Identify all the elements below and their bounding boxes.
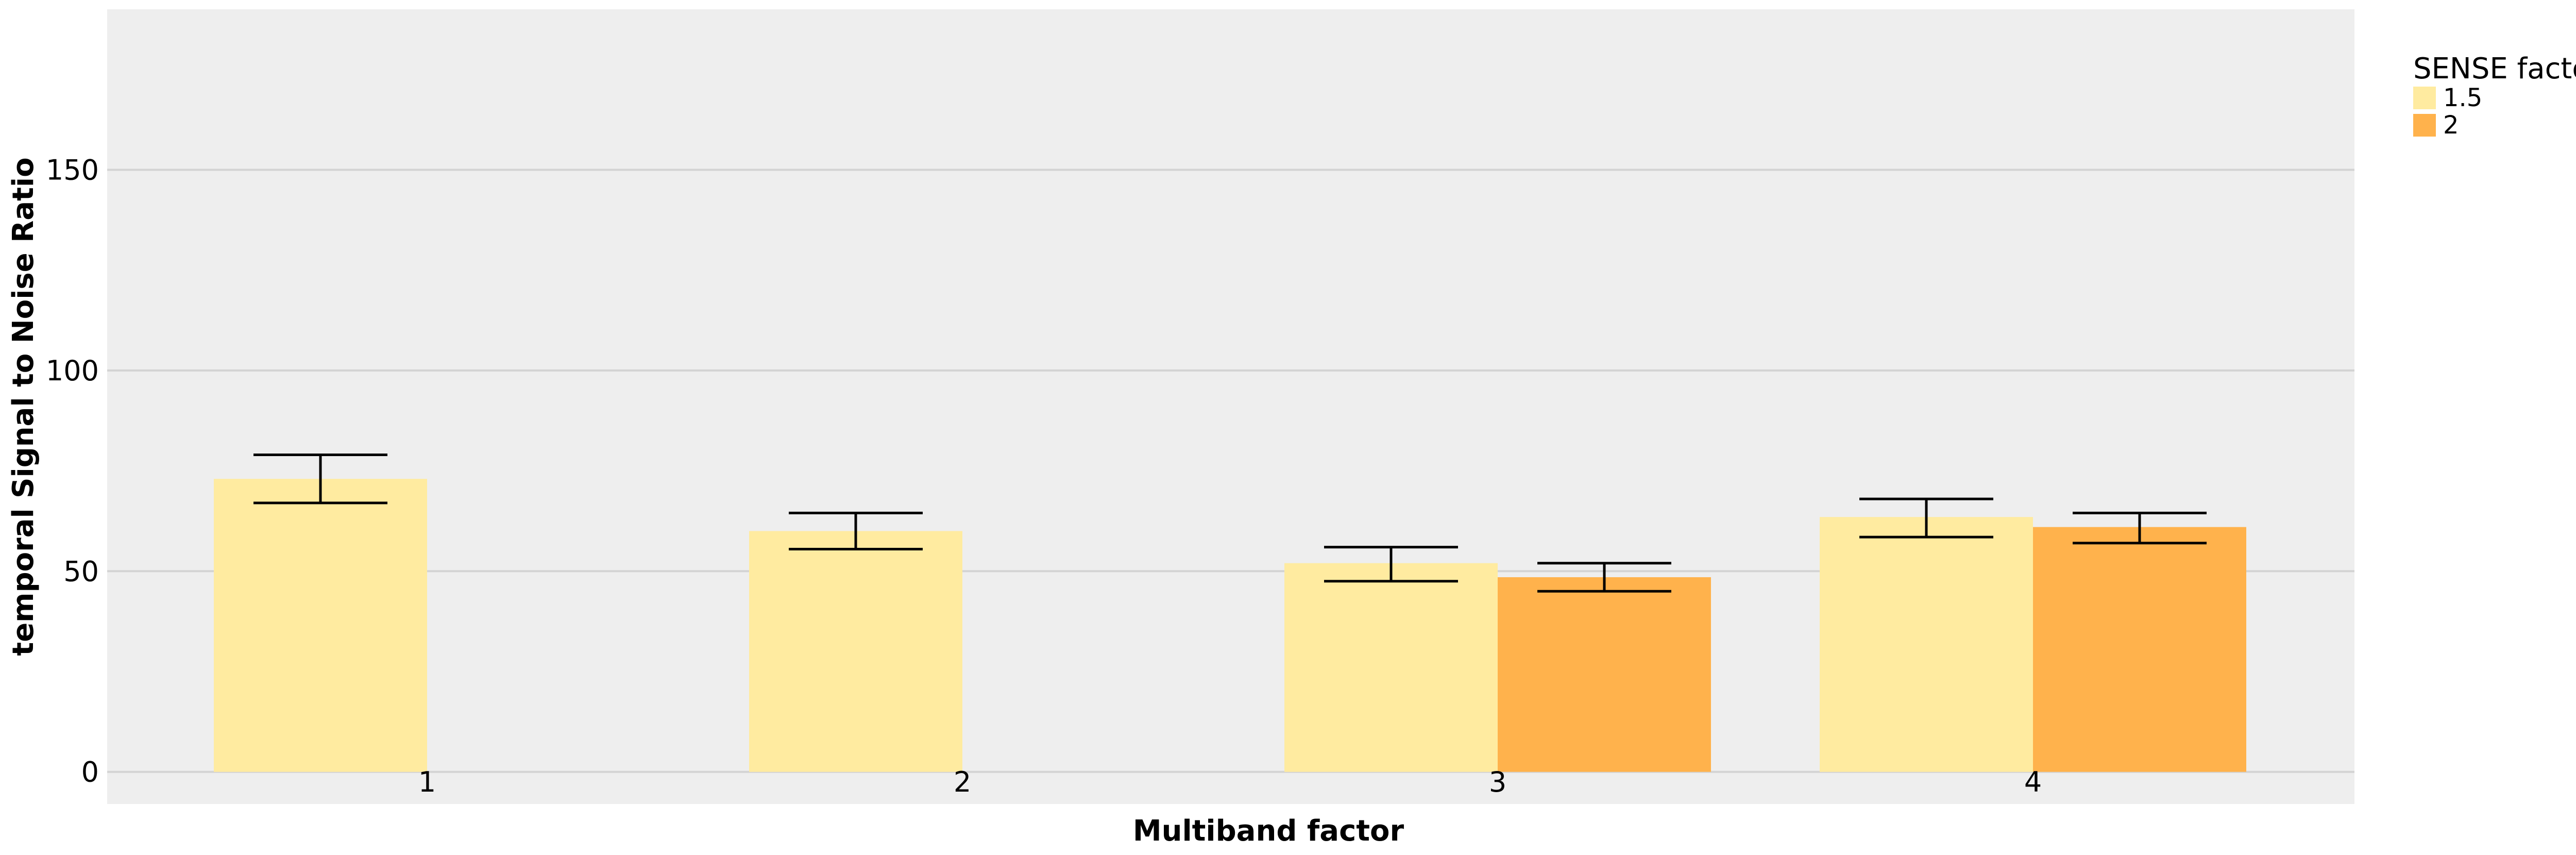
- error-bar-sense-1.5-mb-3: [1324, 546, 1458, 583]
- legend: SENSE factor 1.52: [2413, 52, 2576, 140]
- y-tick-label: 150: [46, 154, 99, 187]
- bar-sense-1.5-mb-1: [214, 479, 427, 772]
- legend-label-1.5: 1.5: [2443, 83, 2482, 112]
- error-bars: [253, 453, 2207, 593]
- legend-title: SENSE factor: [2413, 52, 2576, 86]
- bar-sense-2-mb-3: [1498, 577, 1711, 772]
- y-tick-label: 100: [46, 355, 99, 387]
- bars: [214, 479, 2246, 772]
- x-tick-label: 1: [418, 766, 436, 798]
- bar-sense-2-mb-4: [2033, 527, 2246, 772]
- error-bar-sense-2-mb-4: [2073, 511, 2207, 545]
- y-tick-label: 0: [81, 756, 99, 789]
- x-tick-label: 2: [954, 766, 971, 798]
- error-bar-sense-1.5-mb-4: [1859, 497, 1993, 539]
- legend-swatch-1.5: [2413, 87, 2436, 109]
- bar-sense-1.5-mb-2: [749, 531, 962, 772]
- error-bar-sense-1.5-mb-1: [253, 453, 387, 505]
- x-tick-label: 4: [2024, 766, 2042, 798]
- error-bar-sense-2-mb-3: [1537, 562, 1671, 593]
- legend-items: 1.52: [2413, 83, 2482, 140]
- error-bar-sense-1.5-mb-2: [789, 511, 923, 550]
- x-tick-labels: 1 2 3 4: [418, 766, 2042, 798]
- bar-sense-1.5-mb-3: [1284, 563, 1498, 772]
- y-tick-label: 50: [63, 555, 99, 588]
- legend-label-2: 2: [2443, 111, 2459, 140]
- legend-swatch-2: [2413, 114, 2436, 137]
- x-axis-label: Multiband factor: [1133, 814, 1404, 848]
- bar-sense-1.5-mb-4: [1820, 517, 2033, 772]
- y-axis-label: temporal Signal to Noise Ratio: [7, 157, 40, 656]
- x-tick-label: 3: [1489, 766, 1506, 798]
- y-tick-labels: 0 50 100 150: [46, 154, 99, 789]
